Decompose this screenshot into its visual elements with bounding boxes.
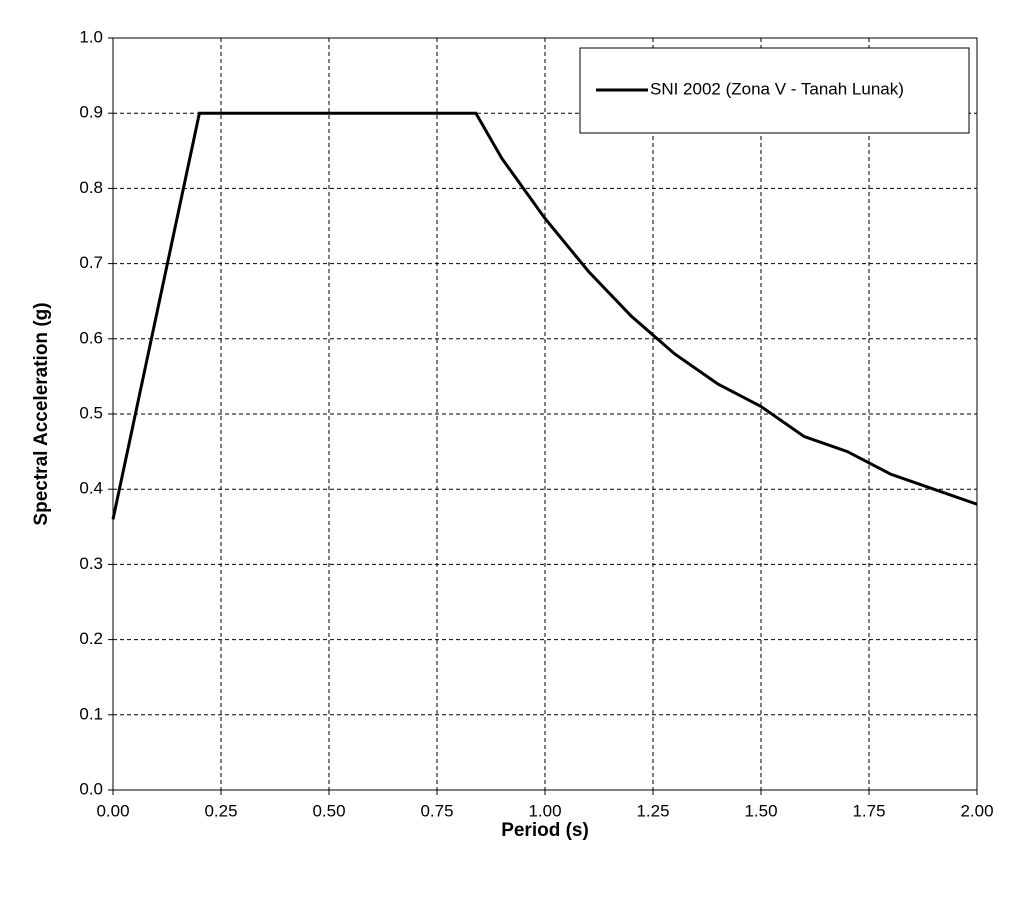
plot-border (112, 37, 978, 791)
x-tick-label: 1.75 (852, 801, 885, 820)
y-tick-label: 0.0 (79, 779, 103, 798)
y-axis-title: Spectral Acceleration (g) (31, 302, 52, 525)
y-tick-label: 0.7 (79, 253, 103, 272)
data-line (111, 111, 978, 520)
x-tick-label: 0.75 (420, 801, 453, 820)
x-tick-label: 1.50 (744, 801, 777, 820)
x-tick-label: 1.25 (636, 801, 669, 820)
y-tick-label: 0.9 (79, 103, 103, 122)
y-tick-label: 0.6 (79, 328, 103, 347)
y-tick-label: 1.0 (79, 27, 103, 46)
x-tick-label: 0.00 (96, 801, 129, 820)
x-tick-label: 0.50 (312, 801, 345, 820)
y-tick-label: 0.2 (79, 629, 103, 648)
y-tick-label: 0.1 (79, 704, 103, 723)
y-tick-label: 0.5 (79, 403, 103, 422)
y-tick-label: 0.3 (79, 554, 103, 573)
x-tick-label: 0.25 (204, 801, 237, 820)
x-tick-label: 1.00 (528, 801, 561, 820)
y-tick-label: 0.4 (79, 479, 103, 498)
x-tick-label: 2.00 (960, 801, 993, 820)
legend-label: SNI 2002 (Zona V - Tanah Lunak) (650, 79, 904, 98)
y-tick-label: 0.8 (79, 178, 103, 197)
x-axis-title: Period (s) (501, 820, 589, 841)
